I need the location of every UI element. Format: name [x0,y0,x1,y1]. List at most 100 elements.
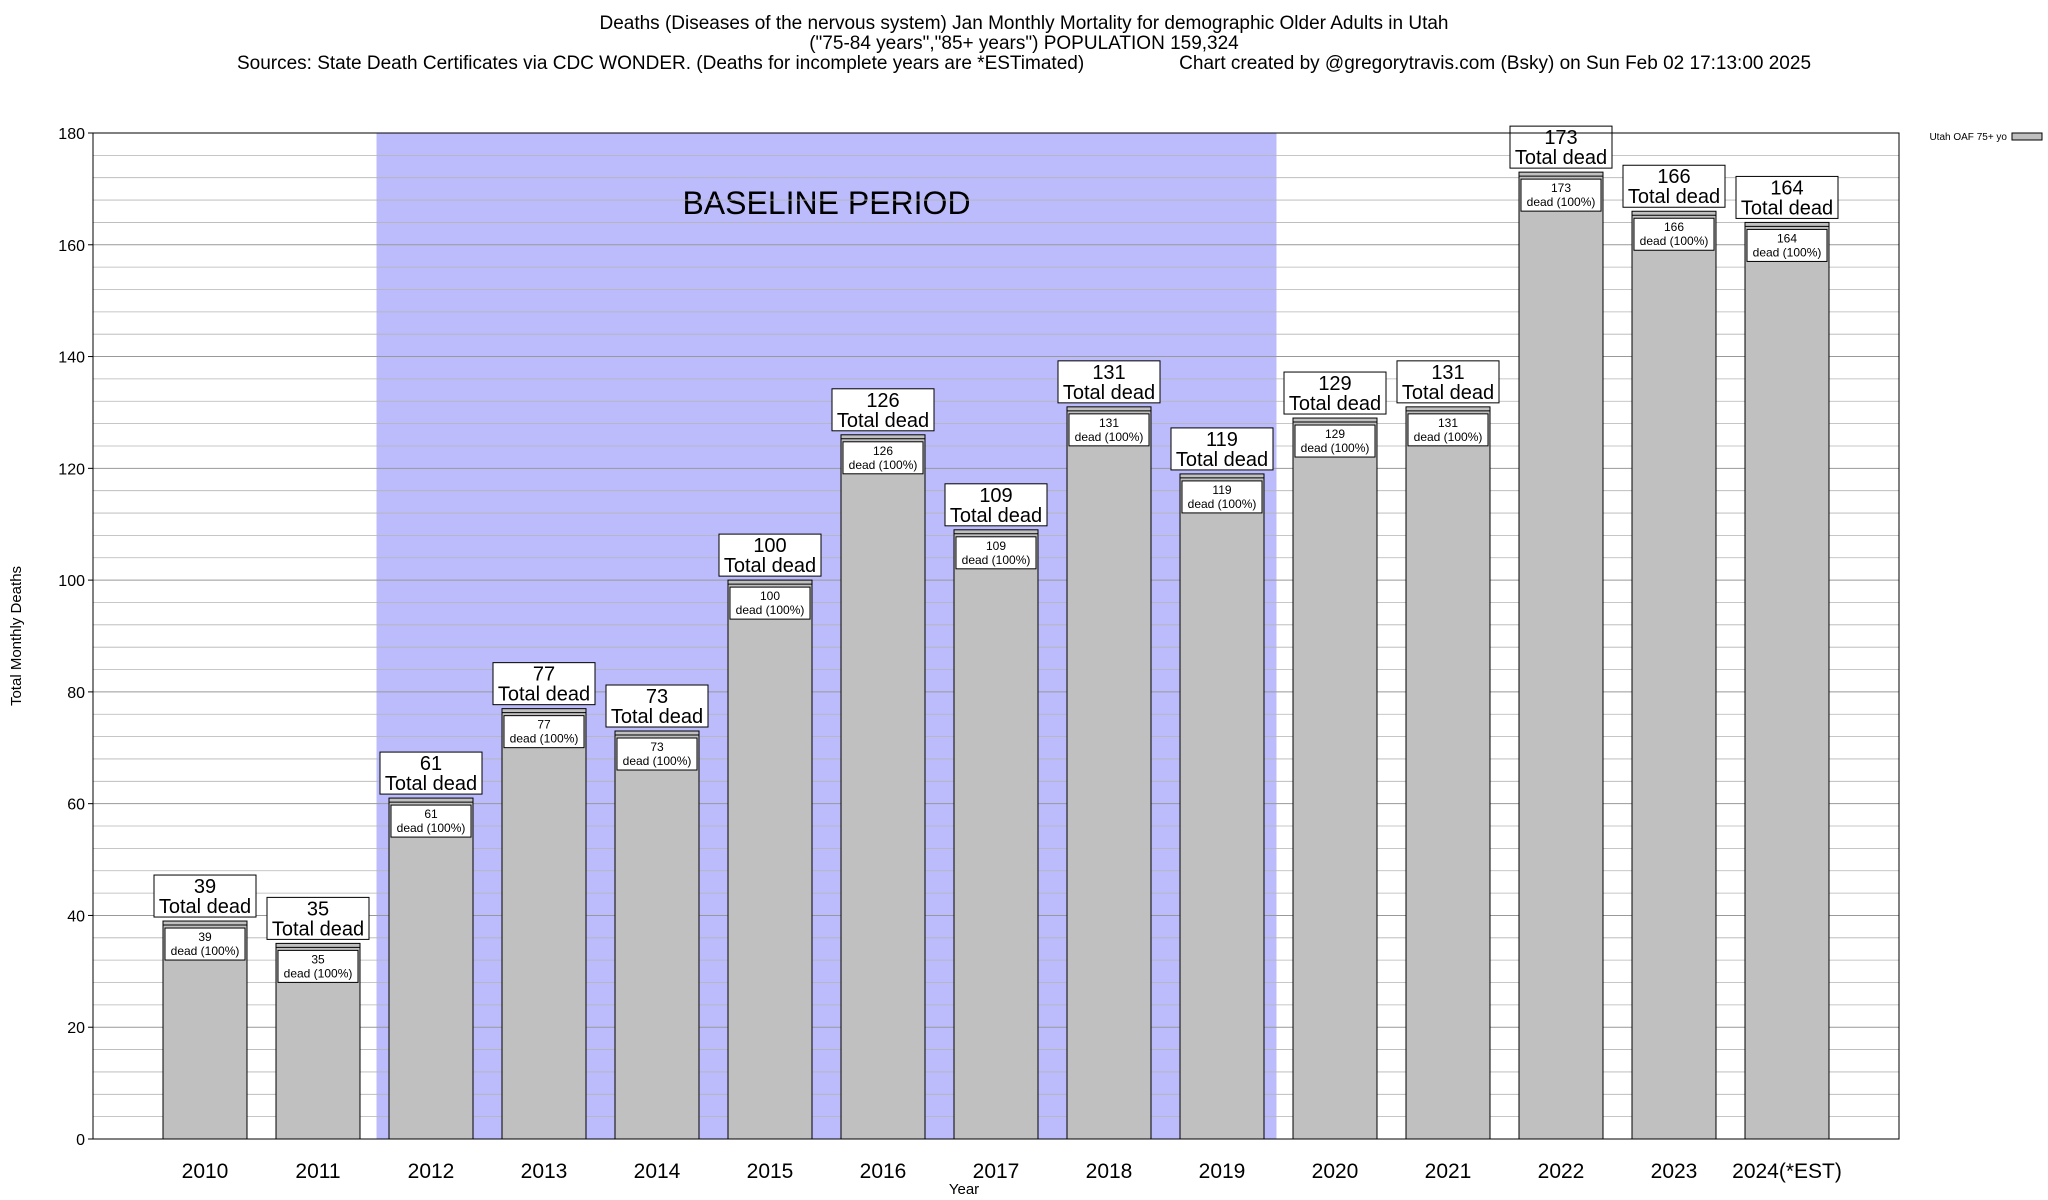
y-tick-label: 60 [67,797,85,814]
y-tick-label: 140 [58,350,85,367]
plot-frame [92,132,1900,1140]
total-label-value: 61 [420,753,442,775]
inner-label-box [729,586,811,620]
inner-label-text: dead (100%) [510,732,579,746]
bar [1631,210,1717,1140]
total-label-box [944,483,1048,527]
x-tick-label: 2023 [1651,1160,1698,1183]
inner-label-value: 173 [1551,181,1571,195]
total-label-value: 173 [1544,127,1577,149]
inner-label-value: 109 [986,539,1006,553]
inner-label-value: 126 [873,444,893,458]
inner-label-box [1407,413,1489,447]
inner-label-box [955,536,1037,570]
total-label-box [266,896,370,940]
bar [953,529,1039,1140]
total-label-text: Total dead [385,773,477,795]
y-tick-label: 180 [58,126,85,143]
inner-label-value: 100 [760,589,780,603]
y-axis-label: Total Monthly Deaths [8,566,25,706]
y-tick-label: 0 [76,1132,85,1149]
chart-subtitle: ("75-84 years","85+ years") POPULATION 1… [809,33,1239,54]
total-label-text: Total dead [1628,186,1720,208]
total-label-text: Total dead [950,505,1042,527]
inner-label-text: dead (100%) [849,458,918,472]
total-label-box [1057,360,1161,404]
x-tick-label: 2011 [295,1160,340,1183]
x-tick-label: 2024(*EST) [1732,1160,1842,1183]
y-tick-label: 80 [67,685,85,702]
total-label-text: Total dead [272,918,364,940]
inner-label-text: dead (100%) [1301,441,1370,455]
total-label-value: 164 [1770,177,1803,199]
x-tick-label: 2014 [634,1160,681,1183]
inner-label-text: dead (100%) [397,821,466,835]
inner-label-value: 166 [1664,220,1684,234]
inner-label-text: dead (100%) [171,944,240,958]
bar [501,708,587,1140]
x-tick-label: 2017 [973,1160,1020,1183]
inner-label-box [1633,217,1715,251]
inner-label-value: 73 [650,740,664,754]
total-label-box [492,662,596,706]
total-label-box [379,751,483,795]
total-label-value: 131 [1431,362,1464,384]
chart-sources: Sources: State Death Certificates via CD… [236,53,1085,74]
x-tick-label: 2021 [1425,1160,1472,1183]
y-tick-label: 160 [58,238,85,255]
legend: Utah OAF 75+ yo [1929,132,2043,143]
inner-label-box [616,737,698,771]
chart-title-block: Deaths (Diseases of the nervous system) … [0,14,2048,74]
total-label-text: Total dead [1741,197,1833,219]
inner-label-box [1068,413,1150,447]
total-label-text: Total dead [159,896,251,918]
total-label-value: 119 [1206,429,1238,451]
total-label-box [1170,427,1274,471]
chart-title: Deaths (Diseases of the nervous system) … [599,13,1449,34]
inner-label-value: 35 [311,952,325,966]
inner-label-value: 164 [1777,231,1797,245]
total-label-value: 109 [979,485,1012,507]
total-label-text: Total dead [1063,382,1155,404]
total-label-box [831,388,935,432]
total-label-value: 129 [1318,373,1351,395]
x-tick-label: 2019 [1199,1160,1246,1183]
inner-label-text: dead (100%) [962,553,1031,567]
x-tick-label: 2016 [860,1160,907,1183]
bar [1405,406,1491,1140]
total-label-text: Total dead [498,684,590,706]
baseline-label: BASELINE PERIOD [682,185,970,221]
total-label-text: Total dead [724,555,816,577]
inner-label-value: 119 [1212,483,1231,497]
inner-label-box [1520,178,1602,212]
inner-label-text: dead (100%) [284,966,353,980]
total-label-text: Total dead [837,410,929,432]
inner-label-box [164,927,246,961]
x-tick-label: 2015 [747,1160,794,1183]
total-label-box [718,533,822,577]
inner-label-value: 61 [424,807,438,821]
inner-label-text: dead (100%) [1753,245,1822,259]
y-tick-label: 120 [58,461,85,478]
x-tick-label: 2022 [1538,1160,1585,1183]
legend-swatch [2011,132,2043,141]
inner-label-text: dead (100%) [1527,195,1596,209]
inner-label-value: 129 [1325,427,1345,441]
total-label-value: 73 [646,686,668,708]
inner-label-text: dead (100%) [736,603,805,617]
bar [1292,417,1378,1140]
bar [1518,171,1604,1140]
inner-label-box [842,441,924,475]
bar [388,797,474,1140]
inner-label-box [1294,424,1376,458]
inner-label-text: dead (100%) [1188,497,1257,511]
inner-label-text: dead (100%) [1075,430,1144,444]
bar [614,730,700,1140]
y-tick-label: 100 [58,573,85,590]
total-label-text: Total dead [1289,393,1381,415]
total-label-box [605,684,709,728]
inner-label-value: 39 [198,930,212,944]
inner-label-text: dead (100%) [623,754,692,768]
